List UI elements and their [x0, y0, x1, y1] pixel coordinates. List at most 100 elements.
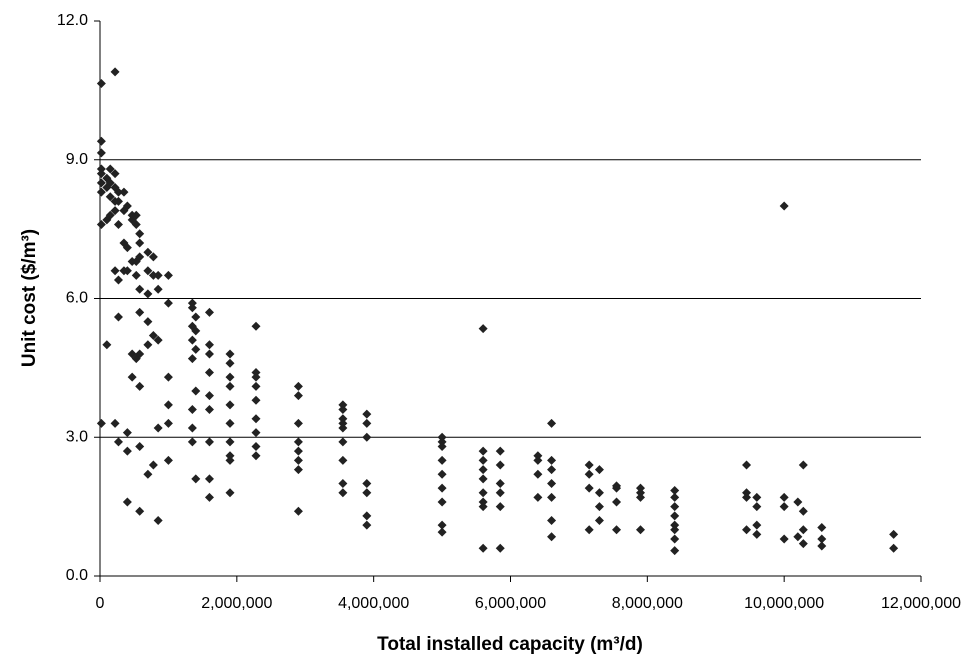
- point: [478, 446, 488, 456]
- point: [293, 446, 303, 456]
- point: [362, 520, 372, 530]
- point: [547, 418, 557, 428]
- point: [362, 479, 372, 488]
- point: [779, 534, 789, 544]
- point: [478, 455, 488, 465]
- point: [635, 488, 645, 498]
- point: [478, 502, 488, 512]
- point: [495, 479, 505, 488]
- x-tick-label: 2,000,000: [201, 595, 272, 612]
- point: [889, 543, 899, 553]
- point: [113, 196, 123, 206]
- point: [817, 541, 827, 551]
- point: [779, 502, 789, 512]
- point: [752, 502, 762, 512]
- point: [135, 252, 145, 262]
- point: [584, 483, 594, 493]
- point: [594, 516, 604, 525]
- point: [113, 437, 123, 447]
- point: [251, 451, 261, 461]
- point: [96, 164, 106, 174]
- point: [670, 511, 680, 521]
- y-tick-label: 6.0: [66, 290, 88, 307]
- point: [495, 460, 505, 470]
- point: [148, 460, 158, 470]
- point: [135, 229, 145, 239]
- point: [293, 506, 303, 516]
- y-tick-label: 12.0: [57, 12, 88, 29]
- point: [338, 405, 348, 414]
- point: [293, 455, 303, 465]
- point: [793, 497, 803, 507]
- point: [191, 344, 201, 354]
- point: [251, 368, 261, 377]
- point: [187, 354, 197, 364]
- point: [102, 340, 112, 350]
- point: [122, 497, 132, 507]
- point: [110, 67, 120, 77]
- point: [163, 455, 173, 465]
- point: [437, 432, 447, 442]
- point: [437, 483, 447, 493]
- point: [122, 428, 132, 438]
- point: [119, 187, 129, 197]
- point: [135, 238, 145, 248]
- point: [204, 492, 214, 502]
- point: [742, 492, 752, 502]
- point: [594, 465, 604, 475]
- point: [204, 368, 214, 377]
- point: [113, 187, 123, 197]
- point: [110, 169, 120, 179]
- point: [225, 437, 235, 447]
- point: [96, 418, 106, 428]
- point: [293, 465, 303, 475]
- point: [135, 349, 145, 359]
- point: [148, 331, 158, 340]
- point: [96, 148, 106, 158]
- point: [338, 414, 348, 424]
- point: [547, 479, 557, 488]
- point: [635, 492, 645, 502]
- point: [105, 210, 115, 220]
- point: [478, 497, 488, 507]
- point: [437, 497, 447, 507]
- point: [187, 423, 197, 433]
- point: [191, 312, 201, 322]
- point: [110, 206, 120, 216]
- point: [204, 307, 214, 317]
- point: [533, 469, 543, 479]
- point: [437, 469, 447, 479]
- point: [338, 418, 348, 428]
- point: [113, 220, 123, 229]
- point: [533, 492, 543, 502]
- point: [478, 488, 488, 498]
- point: [547, 532, 557, 542]
- point: [293, 381, 303, 391]
- point: [338, 400, 348, 410]
- point: [96, 136, 106, 146]
- point: [584, 469, 594, 479]
- point: [338, 437, 348, 447]
- point: [670, 492, 680, 502]
- point: [143, 266, 153, 276]
- point: [437, 527, 447, 537]
- point: [362, 488, 372, 498]
- point: [612, 483, 622, 493]
- x-tick-label: 10,000,000: [744, 595, 824, 612]
- point: [225, 358, 235, 368]
- point: [533, 451, 543, 461]
- point: [338, 423, 348, 433]
- y-tick-label: 9.0: [66, 151, 88, 168]
- point: [495, 488, 505, 498]
- point: [437, 520, 447, 530]
- point: [533, 455, 543, 465]
- point: [127, 372, 137, 382]
- point: [798, 506, 808, 516]
- point: [362, 432, 372, 442]
- point: [143, 317, 153, 327]
- point: [204, 391, 214, 401]
- point: [131, 220, 141, 229]
- point: [122, 201, 132, 211]
- point: [670, 525, 680, 535]
- point: [105, 178, 115, 188]
